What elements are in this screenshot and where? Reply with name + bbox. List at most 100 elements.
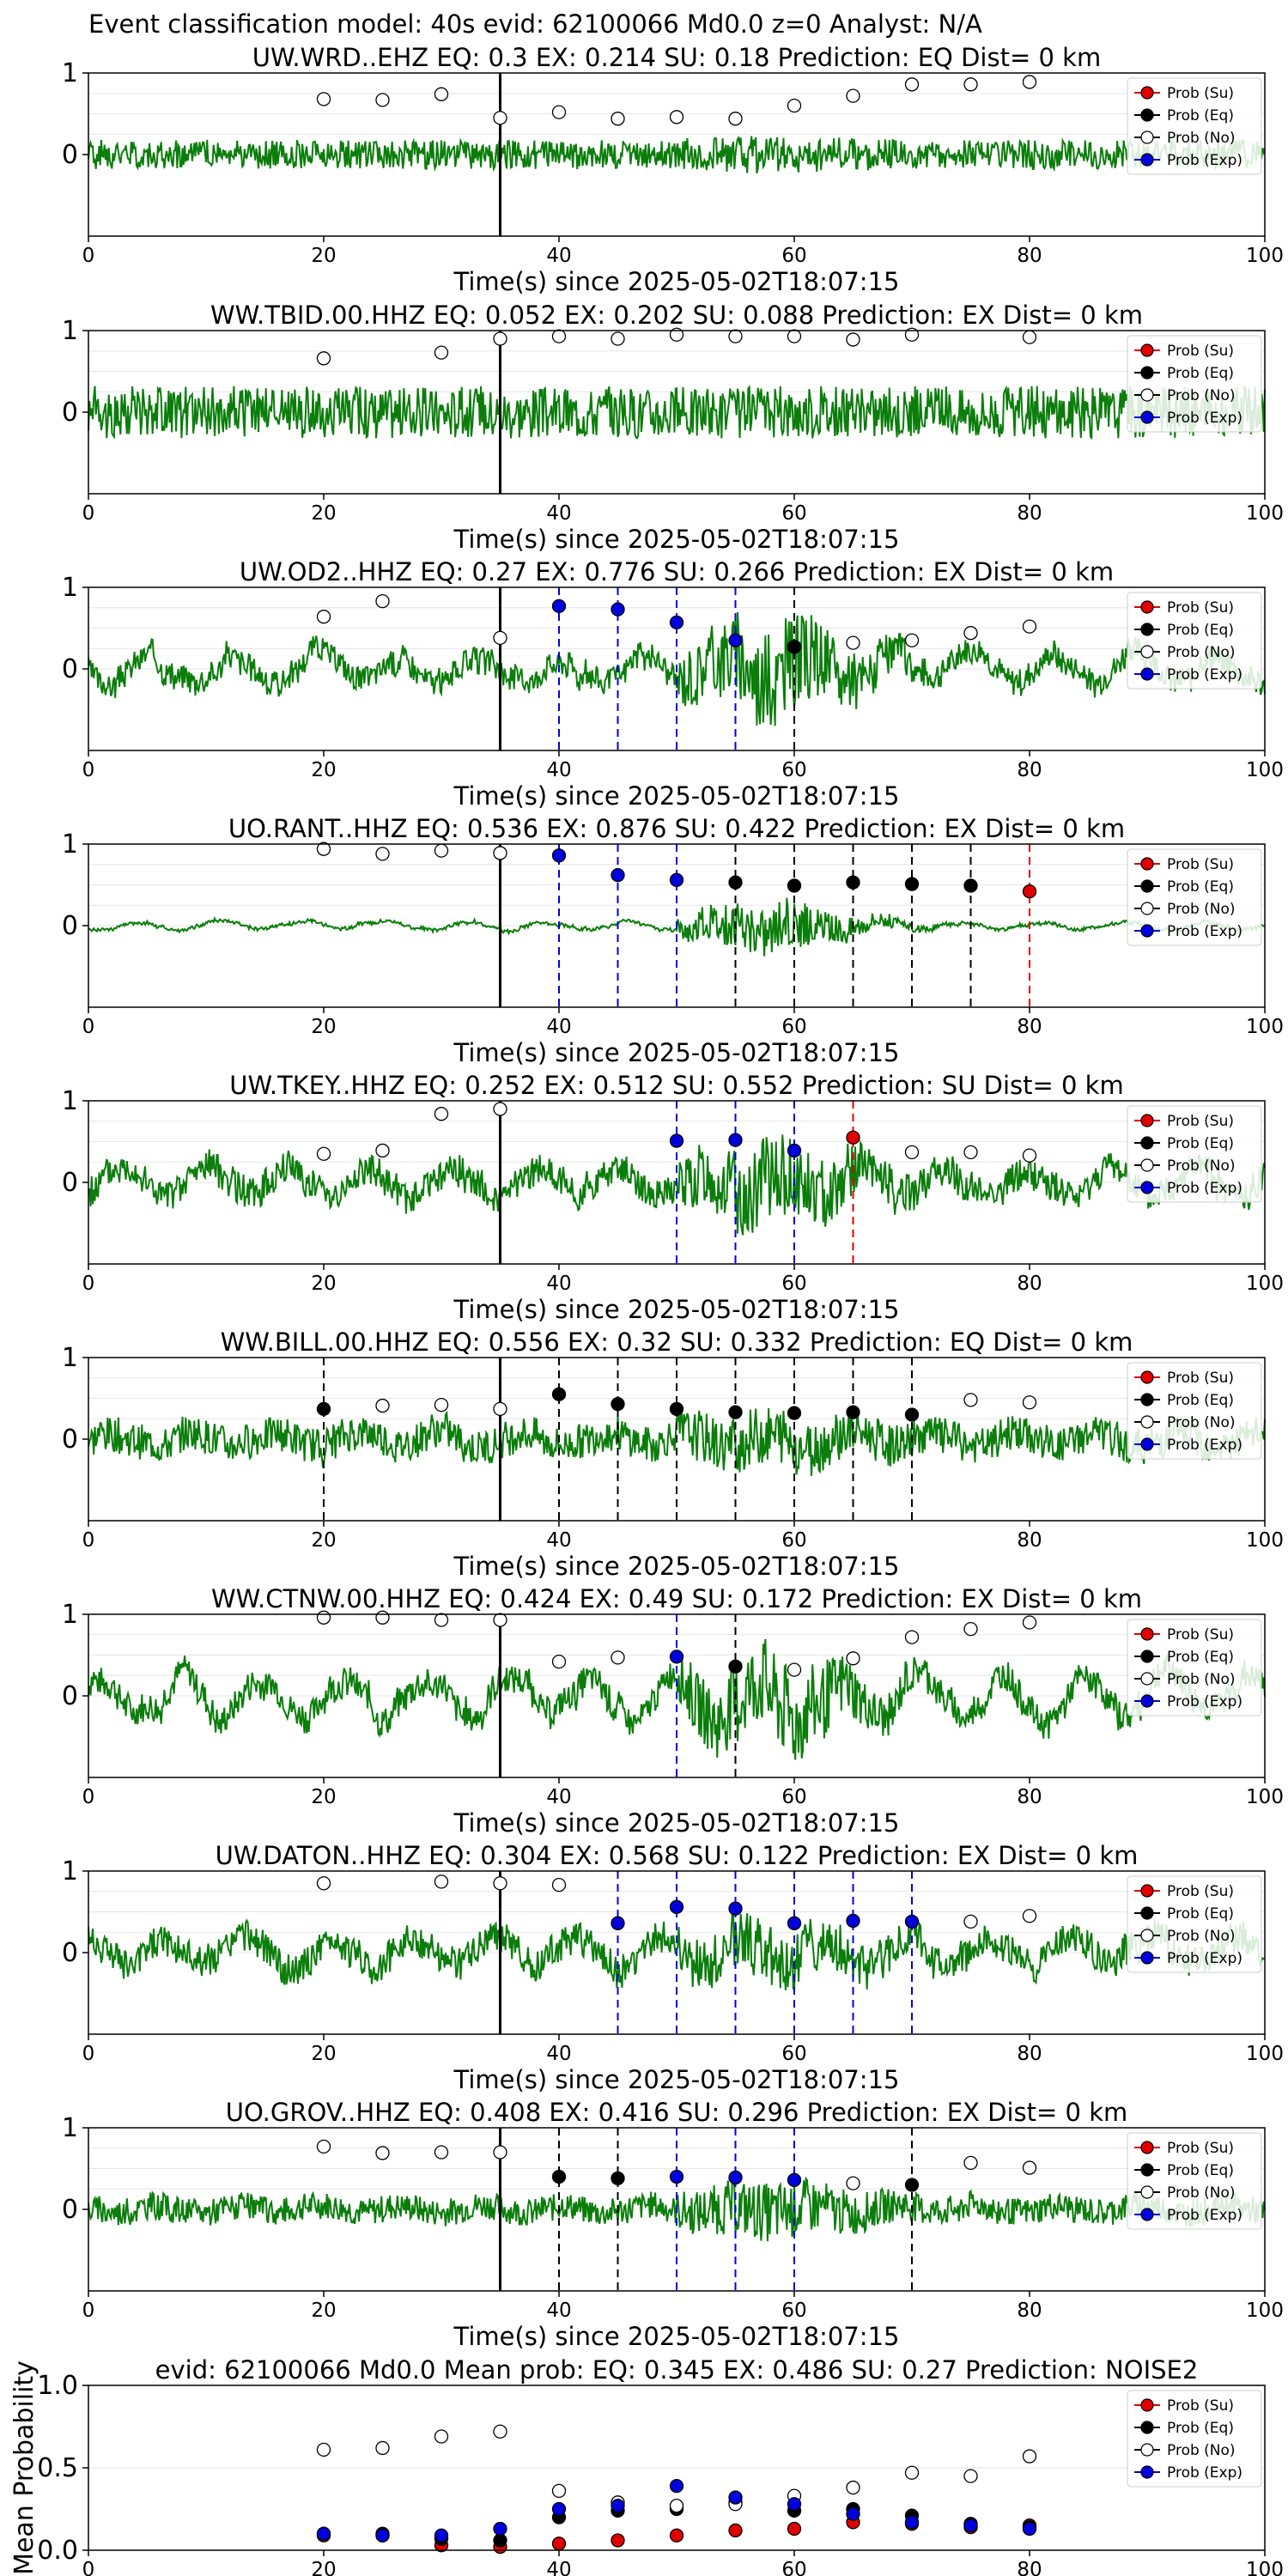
legend-label: Prob (Eq) xyxy=(1167,1392,1234,1409)
waveform-trace xyxy=(88,135,1266,173)
legend-marker-eq xyxy=(1140,366,1154,380)
legend-marker-su xyxy=(1140,1370,1154,1384)
x-tick-label: 100 xyxy=(1246,1529,1284,1552)
x-tick-label: 80 xyxy=(1017,1016,1042,1038)
panel-6: WW.BILL.00.HHZ EQ: 0.556 EX: 0.32 SU: 0.… xyxy=(62,1327,1284,1581)
legend-label: Prob (Exp) xyxy=(1167,1437,1242,1454)
prob-point-exp xyxy=(904,2515,920,2530)
prob-point-exp xyxy=(787,2172,802,2187)
prob-point-eq xyxy=(728,1659,743,1674)
x-tick-label: 40 xyxy=(546,2300,571,2322)
prob-point-eq xyxy=(787,640,802,654)
prob-point-no xyxy=(493,1613,507,1627)
y-tick-label: 1 xyxy=(62,829,78,860)
prob-point-exp xyxy=(904,1914,920,1929)
x-tick-label: 0 xyxy=(82,1273,95,1295)
legend-label: Prob (Exp) xyxy=(1167,1950,1242,1967)
prob-point-no xyxy=(551,2483,567,2499)
prob-point-exp xyxy=(728,2490,743,2505)
panel-10: evid: 62100066 Md0.0 Mean prob: EQ: 0.34… xyxy=(9,2355,1284,2576)
x-tick-label: 0 xyxy=(82,2559,95,2576)
prob-point-no xyxy=(963,1621,978,1637)
prob-point-eq xyxy=(316,1401,331,1416)
prob-point-exp xyxy=(375,2528,390,2543)
legend-marker-su xyxy=(1140,857,1154,871)
x-tick-label: 40 xyxy=(546,1786,571,1808)
prob-point-no xyxy=(611,331,625,346)
prob-point-no xyxy=(316,2442,331,2458)
x-tick-label: 80 xyxy=(1017,245,1042,267)
prob-point-eq xyxy=(904,1407,920,1422)
x-tick-label: 20 xyxy=(311,2300,336,2322)
legend-label: Prob (Exp) xyxy=(1167,666,1242,683)
y-tick-label: 0 xyxy=(62,2195,78,2225)
prob-point-no xyxy=(963,1914,978,1929)
y-tick-label: 0.5 xyxy=(37,2453,78,2483)
x-tick-label: 20 xyxy=(311,502,336,525)
legend-marker-su xyxy=(1140,343,1154,357)
prob-point-exp xyxy=(669,1899,684,1914)
x-axis-label: Time(s) since 2025-05-02T18:07:15 xyxy=(453,2065,900,2094)
prob-point-eq xyxy=(846,1405,860,1419)
x-tick-label: 80 xyxy=(1017,2043,1042,2065)
prob-point-no xyxy=(434,2145,449,2160)
panel-8: UW.DATON..HHZ EQ: 0.304 EX: 0.568 SU: 0.… xyxy=(62,1841,1284,2094)
prob-point-no xyxy=(316,1876,331,1891)
legend-label: Prob (No) xyxy=(1167,901,1236,918)
prob-point-eq xyxy=(728,1405,743,1419)
prob-point-no xyxy=(316,1610,331,1625)
x-tick-label: 0 xyxy=(82,759,95,781)
legend-label: Prob (No) xyxy=(1167,1414,1236,1431)
prob-point-exp xyxy=(669,872,684,887)
waveform-trace xyxy=(88,1407,1266,1476)
prob-point-exp xyxy=(316,2526,331,2541)
prob-point-no xyxy=(493,2145,507,2160)
prob-point-exp xyxy=(611,1916,625,1930)
prob-point-no xyxy=(846,332,860,347)
legend: Prob (Su) Prob (Eq) Prob (No) Prob (Exp) xyxy=(1127,1105,1262,1203)
prob-point-no xyxy=(493,1401,507,1416)
legend-marker-eq xyxy=(1140,1906,1154,1920)
legend-box xyxy=(1127,1875,1262,1973)
y-axis-label: Mean Probability xyxy=(9,2360,39,2575)
prob-point-no xyxy=(904,1630,920,1644)
y-tick-label: 1 xyxy=(62,1600,78,1630)
x-tick-label: 100 xyxy=(1246,1786,1284,1808)
prob-point-no xyxy=(1022,75,1037,89)
prob-point-exp xyxy=(787,2497,802,2512)
legend-marker-exp xyxy=(1140,1181,1154,1194)
panel-title: UO.GROV..HHZ EQ: 0.408 EX: 0.416 SU: 0.2… xyxy=(226,2098,1128,2127)
prob-point-eq xyxy=(551,1387,567,1401)
x-tick-label: 60 xyxy=(781,1529,806,1552)
prob-point-su xyxy=(787,2521,802,2537)
x-axis-label: Time(s) since 2025-05-02T18:07:15 xyxy=(453,2322,900,2351)
x-tick-label: 0 xyxy=(82,245,95,267)
x-axis-label: Time(s) since 2025-05-02T18:07:15 xyxy=(453,525,900,554)
legend-label: Prob (No) xyxy=(1167,130,1236,147)
prob-point-no xyxy=(904,1145,920,1159)
y-tick-label: 0 xyxy=(62,1168,78,1198)
prob-point-no xyxy=(963,2155,978,2171)
y-tick-label: 0 xyxy=(62,911,78,941)
prob-point-exp xyxy=(669,2169,684,2184)
x-tick-label: 0 xyxy=(82,2043,95,2065)
legend-marker-eq xyxy=(1140,1393,1154,1406)
prob-point-no xyxy=(728,112,743,126)
panel-title: UW.DATON..HHZ EQ: 0.304 EX: 0.568 SU: 0.… xyxy=(216,1841,1139,1870)
legend-label: Prob (Su) xyxy=(1167,85,1234,102)
legend-marker-exp xyxy=(1140,667,1154,681)
prob-point-no xyxy=(316,841,331,856)
y-tick-label: 1 xyxy=(62,573,78,603)
x-tick-label: 20 xyxy=(311,1529,336,1552)
prob-point-no xyxy=(375,847,390,861)
prob-point-exp xyxy=(669,1649,684,1664)
legend-marker-no xyxy=(1140,1672,1154,1686)
x-tick-label: 60 xyxy=(781,2043,806,2065)
legend-label: Prob (No) xyxy=(1167,1157,1236,1175)
legend-label: Prob (Su) xyxy=(1167,1370,1234,1387)
x-tick-label: 20 xyxy=(311,1273,336,1295)
prob-point-exp xyxy=(846,2506,860,2521)
x-tick-label: 0 xyxy=(82,1786,95,1808)
x-tick-label: 60 xyxy=(781,759,806,781)
y-tick-label: 1 xyxy=(62,2113,78,2143)
